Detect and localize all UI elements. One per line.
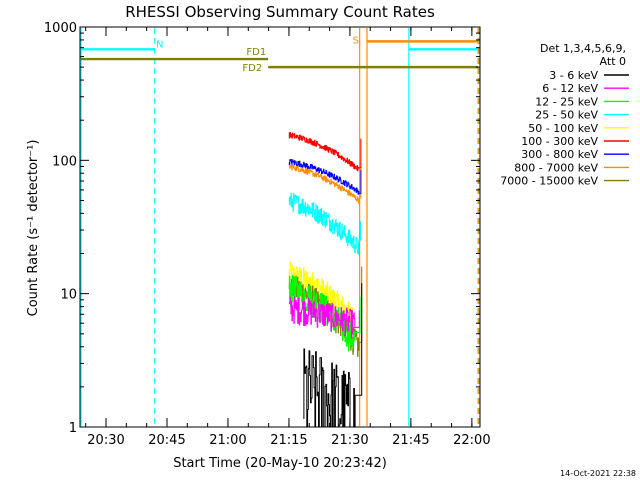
series-line-100-300-	[288, 132, 362, 172]
x-axis-label: Start Time (20-May-10 20:23:42)	[173, 456, 387, 471]
legend-label: 25 - 50 keV	[535, 109, 598, 122]
legend-header-line: Att 0	[600, 55, 626, 68]
x-tick-label: 21:15	[270, 433, 307, 448]
legend-label: 50 - 100 keV	[528, 122, 598, 135]
series-line-50-100-	[288, 261, 354, 335]
series-line-6-12-	[288, 296, 360, 338]
legend-label: 7000 - 15000 keV	[500, 175, 598, 188]
y-tick-label: 1	[69, 421, 77, 436]
legend-label: 6 - 12 keV	[542, 82, 598, 95]
legend-label: 800 - 7000 keV	[514, 161, 598, 174]
vertical-marker-layer	[80, 28, 480, 426]
plot-frame	[79, 26, 481, 428]
axis-ticks-layer: 1 10 100 1000 20:30 20:45 21:00 21:15 21:30 21:45…	[44, 21, 491, 448]
y-axis-label: Count Rate (s⁻¹ detector⁻¹)	[26, 140, 41, 317]
legend-header-line: Det 1,3,4,5,6,9,	[540, 42, 626, 55]
interval-annotation-layer: N S FD1 FD2	[81, 35, 478, 74]
series-line-800-7000-	[288, 164, 362, 204]
legend-label: 300 - 800 keV	[521, 148, 598, 161]
saa-interval-label: S	[353, 35, 359, 46]
series-line-3-6-	[303, 283, 363, 428]
series-line-25-50-	[288, 192, 361, 255]
x-tick-label: 20:45	[148, 433, 185, 448]
series-line-300-800-	[288, 159, 362, 195]
legend-label: 100 - 300 keV	[521, 135, 598, 148]
series-layer	[288, 132, 363, 428]
y-tick-label: 10	[60, 288, 77, 303]
x-tick-label: 22:00	[453, 433, 490, 448]
y-tick-label: 100	[52, 154, 77, 169]
x-tick-label: 21:30	[331, 433, 368, 448]
x-tick-label: 21:00	[209, 433, 246, 448]
flare-interval-label: FD1	[246, 47, 266, 58]
chart-title: RHESSI Observing Summary Count Rates	[125, 3, 435, 21]
y-tick-label: 1000	[44, 21, 77, 36]
legend-label: 12 - 25 keV	[535, 95, 598, 108]
legend-label: 3 - 6 keV	[549, 69, 598, 82]
flare-interval-label: FD2	[242, 63, 262, 74]
x-tick-label: 20:30	[87, 433, 124, 448]
x-tick-label: 21:45	[392, 433, 429, 448]
generation-timestamp: 14-Oct-2021 22:38	[560, 469, 636, 478]
series-line-12-25-	[288, 274, 361, 352]
night-interval-label: N	[156, 39, 163, 50]
